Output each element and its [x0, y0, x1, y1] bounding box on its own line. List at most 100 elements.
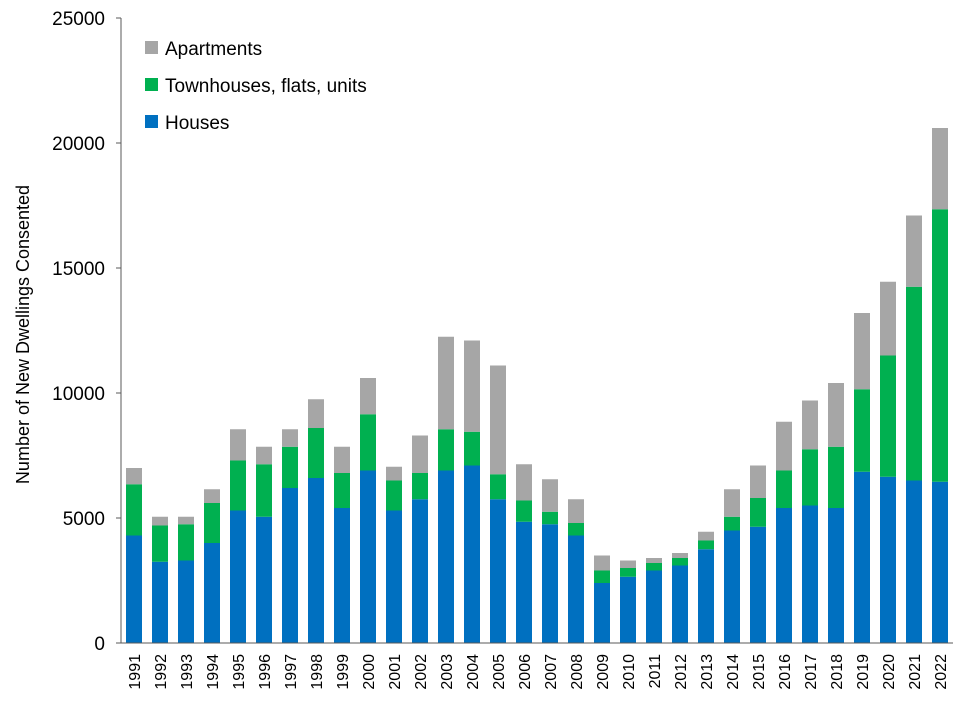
bar-apartments-1994 [204, 489, 220, 503]
bar-townhouses-flats-units-2018 [828, 446, 844, 508]
bar-houses-2004 [464, 465, 480, 643]
bar-houses-2022 [932, 481, 948, 643]
x-tick-label: 2014 [725, 654, 742, 690]
x-tick-label: 1995 [231, 654, 248, 690]
bar-townhouses-flats-units-2015 [750, 498, 766, 527]
bar-houses-2020 [880, 476, 896, 643]
bar-townhouses-flats-units-2007 [542, 511, 558, 525]
bar-houses-2016 [776, 508, 792, 643]
bar-houses-2017 [802, 505, 818, 643]
x-tick-label: 2022 [933, 654, 950, 690]
bar-apartments-2017 [802, 400, 818, 450]
x-tick-label: 2001 [387, 654, 404, 690]
legend-swatch-houses [145, 115, 158, 128]
x-tick-label: 1999 [335, 654, 352, 690]
bar-houses-1993 [178, 560, 194, 643]
x-tick-label: 2000 [361, 654, 378, 690]
y-tick-label: 0 [94, 634, 105, 655]
bar-townhouses-flats-units-2009 [594, 570, 610, 583]
bar-townhouses-flats-units-1999 [334, 473, 350, 508]
bar-townhouses-flats-units-2022 [932, 209, 948, 482]
bar-apartments-2019 [854, 313, 870, 390]
bar-houses-1994 [204, 543, 220, 643]
bar-houses-2015 [750, 526, 766, 643]
bar-townhouses-flats-units-1998 [308, 428, 324, 478]
bar-apartments-1992 [152, 516, 168, 526]
bar-houses-2005 [490, 499, 506, 643]
bar-apartments-2011 [646, 558, 662, 563]
bar-townhouses-flats-units-2016 [776, 470, 792, 508]
bar-houses-2002 [412, 499, 428, 643]
y-tick-label: 5000 [63, 509, 105, 530]
bar-apartments-2012 [672, 553, 688, 558]
x-tick-label: 1997 [283, 654, 300, 690]
y-tick-label: 20000 [52, 134, 105, 155]
bar-houses-2012 [672, 565, 688, 643]
legend-label-apartments: Apartments [165, 39, 262, 60]
x-tick-label: 2017 [803, 654, 820, 690]
bar-houses-2019 [854, 471, 870, 643]
bar-houses-2013 [698, 549, 714, 643]
bar-townhouses-flats-units-2013 [698, 540, 714, 550]
bar-apartments-2022 [932, 128, 948, 210]
bar-houses-1997 [282, 488, 298, 643]
y-tick-label: 10000 [52, 384, 105, 405]
bar-townhouses-flats-units-2021 [906, 286, 922, 481]
x-tick-label: 1994 [205, 654, 222, 690]
legend-swatch-apartments [145, 41, 158, 54]
x-ticks-group: 1991 1992 1993 1994 1995 1996 1997 1998 1999 2000… [127, 654, 950, 690]
x-tick-label: 1996 [257, 654, 274, 690]
x-tick-label: 2012 [673, 654, 690, 690]
x-tick-label: 2003 [439, 654, 456, 690]
x-tick-label: 1993 [179, 654, 196, 690]
bar-townhouses-flats-units-1993 [178, 524, 194, 561]
bar-townhouses-flats-units-2011 [646, 563, 662, 571]
x-tick-label: 1992 [153, 654, 170, 690]
x-tick-label: 2009 [595, 654, 612, 690]
bar-townhouses-flats-units-1992 [152, 525, 168, 562]
bar-apartments-2005 [490, 365, 506, 475]
bar-houses-2009 [594, 583, 610, 643]
x-tick-label: 2008 [569, 654, 586, 690]
bar-apartments-1993 [178, 516, 194, 525]
bar-townhouses-flats-units-1997 [282, 446, 298, 488]
bar-townhouses-flats-units-1995 [230, 460, 246, 511]
bar-apartments-2015 [750, 465, 766, 498]
bar-apartments-2002 [412, 435, 428, 473]
bar-houses-1999 [334, 508, 350, 643]
x-tick-label: 2007 [543, 654, 560, 690]
bar-apartments-2020 [880, 281, 896, 356]
x-tick-label: 2006 [517, 654, 534, 690]
bar-houses-1998 [308, 478, 324, 643]
bar-townhouses-flats-units-2006 [516, 500, 532, 522]
bar-townhouses-flats-units-2001 [386, 480, 402, 511]
bar-houses-2000 [360, 470, 376, 643]
x-tick-label: 2010 [621, 654, 638, 690]
y-tick-label: 15000 [52, 259, 105, 280]
bar-townhouses-flats-units-2008 [568, 523, 584, 536]
x-tick-label: 2005 [491, 654, 508, 690]
bar-houses-2001 [386, 510, 402, 643]
bar-apartments-1991 [126, 468, 142, 485]
x-tick-label: 2004 [465, 654, 482, 690]
bar-townhouses-flats-units-2000 [360, 414, 376, 471]
bar-townhouses-flats-units-2020 [880, 355, 896, 477]
bar-apartments-1996 [256, 446, 272, 465]
bar-townhouses-flats-units-2004 [464, 431, 480, 466]
bar-apartments-1997 [282, 429, 298, 447]
bar-houses-1995 [230, 510, 246, 643]
bar-apartments-2000 [360, 378, 376, 415]
x-tick-label: 2015 [751, 654, 768, 690]
axes-group [120, 18, 953, 644]
y-tick-label: 25000 [52, 9, 105, 30]
bar-townhouses-flats-units-2017 [802, 449, 818, 506]
bar-townhouses-flats-units-2019 [854, 389, 870, 472]
legend-swatch-townhouses-flats-units [145, 78, 158, 91]
bar-apartments-2003 [438, 336, 454, 430]
legend: Apartments Townhouses, flats, units Houses [145, 39, 367, 134]
bar-apartments-2007 [542, 479, 558, 512]
bar-apartments-2018 [828, 383, 844, 447]
y-ticks-group: 0 5000 10000 15000 20000 25000 [52, 9, 121, 655]
bar-apartments-2016 [776, 421, 792, 471]
